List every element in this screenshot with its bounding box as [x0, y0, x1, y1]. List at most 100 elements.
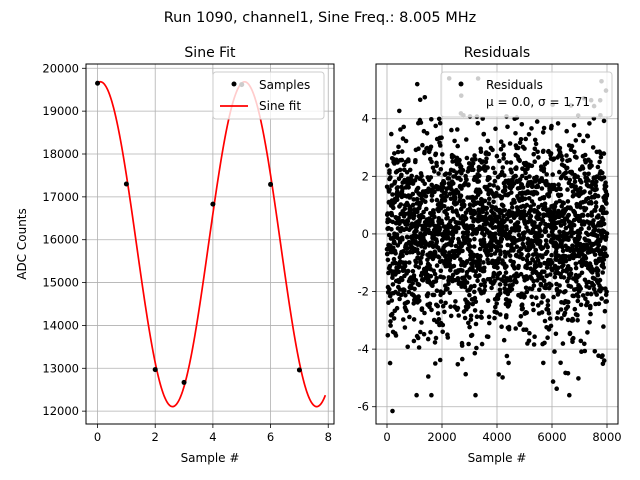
residual-point [422, 230, 428, 236]
residual-point [434, 197, 440, 203]
residual-point [564, 165, 570, 171]
residual-point [440, 329, 446, 335]
residual-point [507, 299, 513, 304]
residual-point [493, 126, 498, 132]
residual-point [585, 300, 590, 305]
residual-point [521, 209, 527, 214]
residual-point [592, 227, 598, 233]
residual-point [532, 137, 538, 143]
residual-point [392, 240, 397, 246]
residual-point [389, 131, 394, 137]
residual-point [388, 319, 393, 324]
residual-point [492, 170, 498, 176]
residual-point [403, 293, 408, 298]
residual-point [484, 205, 490, 211]
residual-point [431, 292, 437, 298]
residual-point [587, 285, 592, 291]
residual-point [406, 185, 411, 190]
residual-point [458, 177, 463, 183]
residual-point [490, 165, 496, 171]
residuals-x-tick-label: 4000 [482, 430, 511, 444]
residual-point [548, 151, 554, 156]
residual-point [423, 199, 428, 204]
residual-point [393, 251, 398, 256]
residual-point [436, 317, 442, 322]
residual-point [532, 159, 537, 164]
residual-point [432, 214, 437, 220]
sine-fit-legend: Samples Sine fit [212, 71, 325, 120]
residual-point [563, 225, 569, 231]
residual-point [519, 252, 524, 257]
residual-point [401, 317, 406, 322]
residual-point [470, 301, 476, 307]
residual-point [469, 332, 475, 338]
residual-point [434, 275, 439, 281]
residual-point [486, 314, 492, 320]
residual-point [387, 263, 393, 269]
residual-point [520, 306, 525, 311]
residual-point [582, 152, 588, 158]
residual-point [531, 307, 536, 313]
residual-point [420, 249, 426, 255]
residual-point [429, 117, 434, 122]
residual-point [593, 200, 599, 205]
residual-point [407, 314, 412, 320]
residual-point [566, 299, 571, 305]
residual-point [541, 278, 547, 284]
residual-point [486, 260, 491, 266]
residual-point [604, 299, 609, 304]
residual-point [429, 392, 434, 398]
residual-point [544, 178, 549, 184]
residual-point [568, 147, 574, 152]
residual-point [400, 237, 405, 242]
residual-point [529, 163, 535, 169]
residual-point [575, 174, 580, 179]
sine-fit-y-tick-label: 15000 [42, 276, 79, 290]
residual-point [574, 155, 579, 160]
sine-fit-y-tick-label: 14000 [42, 318, 79, 332]
residual-point [495, 260, 501, 265]
residual-point [433, 361, 438, 366]
residual-point [576, 294, 581, 299]
residual-point [460, 248, 465, 254]
residual-point [601, 358, 607, 363]
residual-point [595, 164, 601, 170]
legend-samples-marker [231, 81, 237, 87]
residual-point [592, 349, 598, 354]
residual-point [504, 226, 509, 232]
residual-point [417, 192, 423, 198]
residual-point [440, 152, 445, 157]
residual-point [542, 201, 548, 207]
residual-point [548, 272, 553, 277]
residual-point [520, 185, 526, 190]
residual-point [472, 210, 478, 216]
sine-fit-y-tick-label: 20000 [42, 61, 79, 75]
residual-point [392, 179, 398, 185]
residual-point [413, 158, 418, 163]
residual-point [414, 228, 419, 234]
residual-point [527, 174, 532, 179]
residual-point [511, 235, 517, 241]
residual-point [577, 230, 583, 236]
residual-point [467, 275, 472, 280]
residual-point [438, 143, 443, 148]
residual-point [557, 283, 562, 288]
residual-point [504, 160, 510, 165]
residual-point [509, 190, 514, 195]
residual-point [473, 321, 479, 327]
residual-point [474, 314, 480, 320]
residual-point [573, 138, 579, 143]
residual-point [558, 186, 563, 192]
residual-point [497, 270, 503, 276]
residual-point [406, 289, 412, 295]
residual-point [570, 243, 575, 248]
residual-point [485, 334, 491, 340]
residual-point [405, 344, 411, 350]
residual-point [393, 333, 399, 338]
residuals-legend: Residuals μ = 0.0, σ = 1.71 [440, 71, 613, 118]
residual-point [401, 124, 407, 130]
residual-point [524, 202, 530, 208]
residual-point [567, 157, 572, 163]
residual-point [485, 138, 491, 144]
residual-point [580, 213, 586, 218]
